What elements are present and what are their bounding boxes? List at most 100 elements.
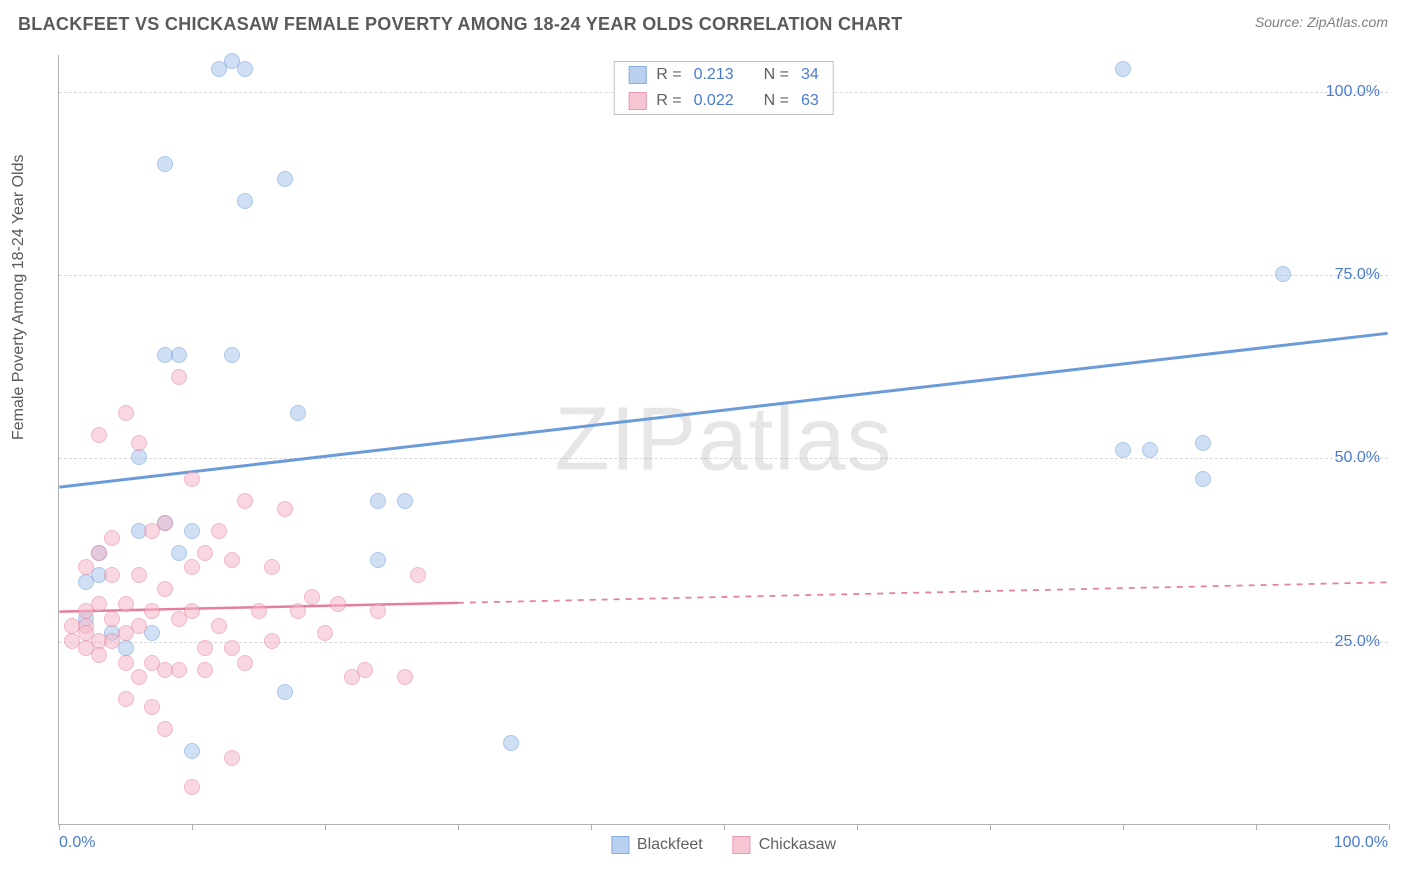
data-point [197,640,213,656]
data-point [1195,471,1211,487]
data-point [224,750,240,766]
data-point [397,669,413,685]
y-axis-label: Female Poverty Among 18-24 Year Olds [10,155,28,441]
data-point [237,493,253,509]
gridline [59,275,1388,276]
data-point [370,493,386,509]
data-point [157,156,173,172]
data-point [237,655,253,671]
legend-series-label: Chickasaw [759,836,836,854]
data-point [118,596,134,612]
legend-r-label: R = [656,66,681,84]
data-point [144,603,160,619]
data-point [317,625,333,641]
data-point [131,435,147,451]
legend-row: R = 0.213 N = 34 [614,62,833,88]
data-point [357,662,373,678]
data-point [104,567,120,583]
data-point [264,559,280,575]
x-axis-max-label: 100.0% [1334,834,1388,852]
data-point [104,530,120,546]
data-point [118,405,134,421]
data-point [157,581,173,597]
legend-r-value: 0.213 [694,66,734,84]
y-tick-label: 75.0% [1335,266,1380,284]
data-point [1115,61,1131,77]
data-point [277,501,293,517]
data-point [224,640,240,656]
data-point [104,611,120,627]
legend-n-value: 34 [801,66,819,84]
data-point [184,523,200,539]
data-point [370,552,386,568]
legend-swatch [628,66,646,84]
x-tick [990,824,991,830]
data-point [78,603,94,619]
y-tick-label: 50.0% [1335,449,1380,467]
data-point [224,53,240,69]
legend-swatch [733,836,751,854]
gridline [59,458,1388,459]
data-point [277,171,293,187]
trend-lines [59,55,1388,824]
gridline [59,642,1388,643]
data-point [91,545,107,561]
data-point [171,347,187,363]
x-tick [325,824,326,830]
data-point [131,567,147,583]
data-point [157,721,173,737]
data-point [171,662,187,678]
source-attribution: Source: ZipAtlas.com [1255,14,1388,30]
data-point [144,523,160,539]
data-point [131,669,147,685]
legend-r-label: R = [656,92,681,110]
data-point [211,618,227,634]
legend-series-item: Blackfeet [611,836,703,854]
legend-swatch [628,92,646,110]
data-point [1142,442,1158,458]
data-point [171,545,187,561]
data-point [397,493,413,509]
legend-series-label: Blackfeet [637,836,703,854]
data-point [1115,442,1131,458]
chart-plot-area: ZIPatlas R =0.213N =34R =0.022N =63 0.0%… [58,55,1388,825]
legend-r-value: 0.022 [694,92,734,110]
legend-n-label: N = [764,66,789,84]
data-point [330,596,346,612]
data-point [304,589,320,605]
x-axis-min-label: 0.0% [59,834,95,852]
y-tick-label: 25.0% [1335,633,1380,651]
data-point [197,662,213,678]
x-tick [724,824,725,830]
x-tick [1389,824,1390,830]
data-point [184,471,200,487]
legend-swatch [611,836,629,854]
x-tick [1256,824,1257,830]
data-point [503,735,519,751]
series-legend: Blackfeet Chickasaw [611,836,836,854]
data-point [277,684,293,700]
x-tick [458,824,459,830]
legend-series-item: Chickasaw [733,836,836,854]
legend-row: R = 0.022 N = 63 [614,88,833,114]
data-point [224,552,240,568]
x-tick [591,824,592,830]
data-point [251,603,267,619]
legend-n-value: 63 [801,92,819,110]
data-point [184,559,200,575]
data-point [410,567,426,583]
chart-title: BLACKFEET VS CHICKASAW FEMALE POVERTY AM… [18,14,903,35]
data-point [1195,435,1211,451]
data-point [131,449,147,465]
y-tick-label: 100.0% [1326,83,1380,101]
data-point [171,369,187,385]
data-point [224,347,240,363]
data-point [184,603,200,619]
data-point [211,523,227,539]
data-point [290,603,306,619]
data-point [78,559,94,575]
data-point [184,779,200,795]
x-tick [857,824,858,830]
legend-n-label: N = [764,92,789,110]
x-tick [192,824,193,830]
